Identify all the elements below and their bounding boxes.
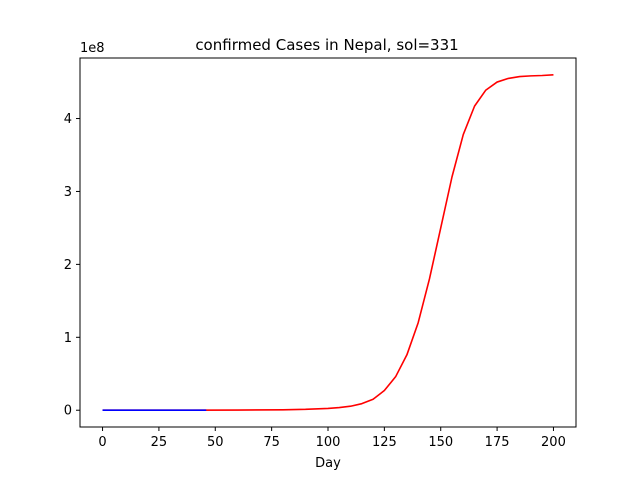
- x-tick-label-5: 125: [372, 435, 397, 450]
- x-tick-label-2: 50: [207, 435, 224, 450]
- y-tick-label-4: 4: [64, 112, 72, 127]
- x-tick-label-7: 175: [485, 435, 510, 450]
- x-tick-label-8: 200: [541, 435, 566, 450]
- y-offset-label: 1e8: [80, 41, 105, 56]
- plot-area: 0 25 50 75 100 125 150 175 200 0 1 2 3 4: [64, 57, 577, 450]
- y-tick-label-0: 0: [64, 404, 72, 419]
- x-tick-label-4: 100: [316, 435, 341, 450]
- y-axis-ticks: 0 1 2 3 4: [64, 112, 80, 419]
- x-tick-label-0: 0: [98, 435, 106, 450]
- y-tick-label-2: 2: [64, 258, 72, 273]
- plot-frame: [79, 57, 577, 428]
- x-axis-label: Day: [315, 456, 341, 471]
- x-tick-label-3: 75: [263, 435, 280, 450]
- x-tick-label-1: 25: [151, 435, 168, 450]
- chart-title: confirmed Cases in Nepal, sol=331: [195, 36, 458, 54]
- x-axis-ticks: 0 25 50 75 100 125 150 175 200: [98, 427, 566, 450]
- y-tick-label-3: 3: [64, 185, 72, 200]
- x-tick-label-6: 150: [428, 435, 453, 450]
- series-group: [102, 73, 554, 412]
- y-tick-label-1: 1: [64, 331, 72, 346]
- series-line-0: [102, 73, 554, 412]
